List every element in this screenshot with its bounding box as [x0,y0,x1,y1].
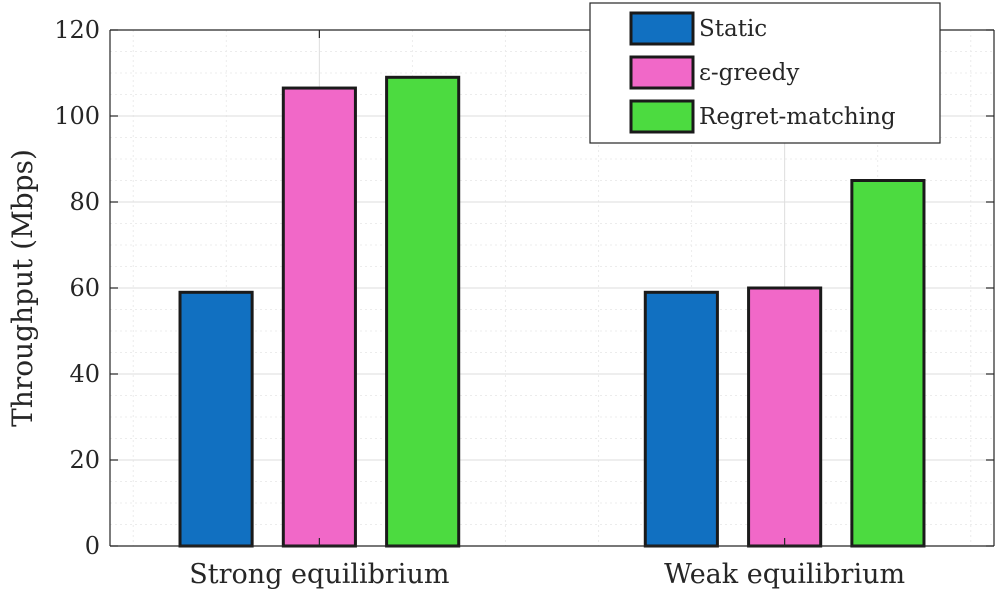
y-tick-label: 60 [69,274,100,302]
y-tick-label: 100 [54,102,100,130]
bar-greedy-weak [747,286,823,548]
x-category-label: Strong equilibrium [189,559,449,590]
legend-label: ε-greedy [699,60,799,86]
x-category-label: Weak equilibrium [664,559,905,590]
y-tick-label: 20 [69,446,100,474]
y-axis-label: Throughput (Mbps) [6,149,39,427]
y-tick-labels: 0 20 40 60 80 100 120 [54,16,100,560]
bar-static-weak [643,290,719,548]
legend-label: Static [699,16,767,42]
y-tick-label: 40 [69,360,100,388]
y-tick-label: 80 [69,188,100,216]
legend-label: Regret-matching [699,104,896,130]
bar-regret-matching-weak [850,179,926,548]
bar-greedy-strong [281,86,357,548]
y-tick-label: 0 [85,532,100,560]
legend-swatch [629,99,695,134]
legend-swatch [629,55,695,90]
legend-swatch [629,11,695,46]
bar-static-strong [178,290,254,548]
legend: Static ε-greedy Regret-matching [589,2,941,144]
x-category-labels: Strong equilibrium Weak equilibrium [189,559,905,590]
bar-regret-matching-strong [385,75,461,548]
y-tick-label: 120 [54,16,100,44]
